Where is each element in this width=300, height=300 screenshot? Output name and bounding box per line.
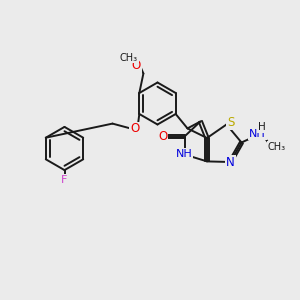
Text: CH₃: CH₃ <box>120 52 138 63</box>
Text: F: F <box>61 175 68 185</box>
Text: NH: NH <box>249 129 266 139</box>
Text: CH₃: CH₃ <box>268 142 286 152</box>
Text: O: O <box>158 130 167 143</box>
Text: S: S <box>227 116 234 129</box>
Text: NH: NH <box>176 149 192 159</box>
Text: O: O <box>130 122 140 136</box>
Text: O: O <box>132 59 141 72</box>
Text: N: N <box>226 156 235 169</box>
Text: H: H <box>258 122 266 133</box>
